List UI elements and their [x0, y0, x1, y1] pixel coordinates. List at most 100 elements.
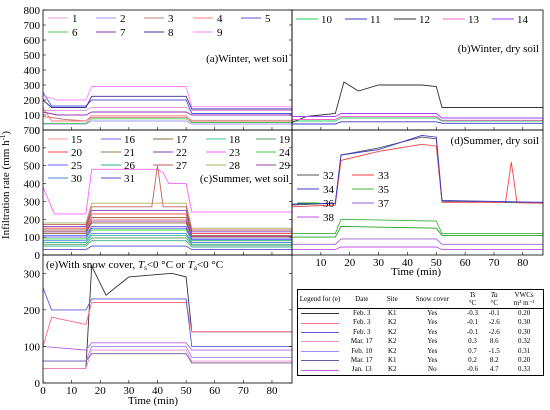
date-header: Date [342, 289, 382, 309]
legend-swatch-e-2 [298, 318, 343, 327]
legend-header: Legend for (e) [297, 289, 342, 309]
legend-label-20: 20 [71, 147, 83, 159]
series-e-2 [42, 302, 292, 347]
y-tick-label: 200 [24, 214, 41, 226]
series-a-8 [42, 95, 292, 110]
legend-label-6: 6 [72, 27, 78, 39]
series-c-10 [43, 229, 292, 242]
legend-label-36: 36 [323, 198, 335, 210]
series-e-4 [43, 349, 292, 369]
panel-b: 10 11 12 13 14 (b)Winter, dry soil [291, 9, 544, 131]
cell-site: K1 [387, 309, 397, 317]
y-tick-label: 600 [24, 143, 41, 155]
x-tick-label: 50 [181, 385, 193, 397]
cell-ts: -0.1 [466, 318, 479, 327]
series-c-4 [43, 234, 292, 245]
legend-table-row: Mar. 17 K2 Yes 0.3 8.6 0.32 [298, 337, 544, 346]
cell-vwc: 0.30 [517, 327, 531, 336]
x-tick-label: 30 [123, 385, 135, 397]
panel-label-d: (d)Summer, dry soil [451, 135, 539, 147]
cell-snow: Yes [427, 337, 438, 346]
legend-label-27: 27 [176, 160, 188, 172]
x-tick-label: 70 [238, 385, 250, 397]
cell-ts: 0.7 [468, 346, 477, 355]
cell-snow: Yes [427, 356, 438, 365]
legend-label-35: 35 [378, 184, 390, 196]
cell-ta: 4.7 [489, 365, 499, 374]
legend-swatch-e-4 [298, 337, 343, 346]
cell-date: Feb. 3 [353, 318, 371, 327]
legend-table: Legend for (e) Date Site Snow cover Ts °C… [297, 289, 544, 376]
y-tick-label: 400 [24, 179, 41, 191]
cell-site: K2 [387, 337, 397, 346]
y-tick-label: 200 [24, 305, 41, 317]
cell-site: K1 [387, 356, 397, 365]
series-b-1 [292, 117, 543, 122]
legend-label-14: 14 [517, 14, 529, 26]
y-axis-label: Infiltration rate (mm h-1) [0, 131, 12, 240]
x-tick-label: 60 [209, 385, 221, 397]
cell-vwc: 0.30 [517, 318, 531, 327]
series-d-5 [292, 225, 543, 238]
vwc-header: VWCs m³ m⁻³ [505, 289, 544, 309]
y-tick-label: 300 [24, 268, 41, 280]
series-a-9 [42, 86, 292, 108]
legend-table-row: Jan. 13 K2 No -0.6 4.7 0.33 [298, 365, 544, 375]
series-c-6 [43, 213, 292, 235]
cell-site: K2 [387, 346, 397, 355]
cell-date: Feb. 10 [351, 346, 373, 355]
series-b-5 [292, 113, 543, 119]
ta-header: Ta °C [483, 289, 506, 309]
series-c-3 [43, 222, 292, 238]
legend-label-33: 33 [378, 170, 390, 182]
panel-label-c: (c)Summer, wet soil [200, 173, 289, 185]
series-a-2 [43, 120, 292, 125]
series-e-6 [43, 353, 292, 364]
y-tick-label: 300 [24, 196, 41, 208]
cell-date: Jan. 13 [351, 365, 372, 374]
y-tick-label: 0 [35, 250, 41, 262]
legend-label-4: 4 [217, 13, 223, 25]
series-b-3 [291, 81, 543, 123]
series-c-14 [43, 202, 292, 229]
panel-frame-d [291, 129, 544, 256]
y-tick-label: 300 [24, 80, 41, 92]
legend-label-10: 10 [321, 14, 333, 26]
series-a-5 [42, 92, 292, 114]
x-tick-label: 10 [66, 385, 78, 397]
legend-label-26: 26 [124, 160, 136, 172]
series-c-8 [43, 209, 292, 233]
series-b-4 [292, 116, 543, 121]
legend-label-23: 23 [229, 147, 241, 159]
series-c-7 [43, 217, 292, 236]
legend-label-8: 8 [168, 27, 174, 39]
legend-table-row: Mar. 17 K1 Yes 0.2 8.2 0.20 [298, 356, 544, 365]
legend-swatch-e-3 [298, 328, 343, 337]
legend-label-13: 13 [468, 14, 480, 26]
cell-ts: -0.6 [466, 365, 479, 374]
series-c-17 [43, 245, 292, 251]
cell-date: Mar. 17 [350, 337, 373, 346]
cell-site: K2 [387, 327, 397, 336]
x-tick-label: 20 [95, 385, 107, 397]
panel-label-a: (a)Winter, wet soil [206, 53, 288, 65]
legend-label-19: 19 [279, 134, 291, 146]
legend-swatch-e-6 [298, 356, 343, 365]
series-e-3 [42, 287, 292, 347]
x-tick-label: 80 [517, 257, 529, 269]
series-a-3 [42, 116, 292, 122]
x-tick-label: 50 [431, 257, 443, 269]
cell-ts: -0.1 [466, 327, 479, 336]
legend-label-28: 28 [229, 160, 241, 172]
cell-vwc: 0.31 [517, 346, 531, 355]
legend-label-17: 17 [176, 134, 188, 146]
y-tick-label: 700 [24, 20, 41, 32]
series-d-3 [291, 134, 544, 205]
panel-e: 0 100 200 300 0 10 20 30 40 50 60 70 80 (e)With snow … [24, 254, 293, 397]
legend-label-30: 30 [71, 173, 83, 185]
legend-table-row: Feb. 3 K1 Yes -0.3 -0.1 0.20 [298, 309, 544, 319]
series-d-2 [291, 143, 544, 208]
legend-table-row: Feb. 10 K2 Yes 0.7 -1.5 0.31 [298, 347, 544, 356]
snow-header: Snow cover [402, 289, 462, 309]
site-header: Site [381, 289, 403, 309]
